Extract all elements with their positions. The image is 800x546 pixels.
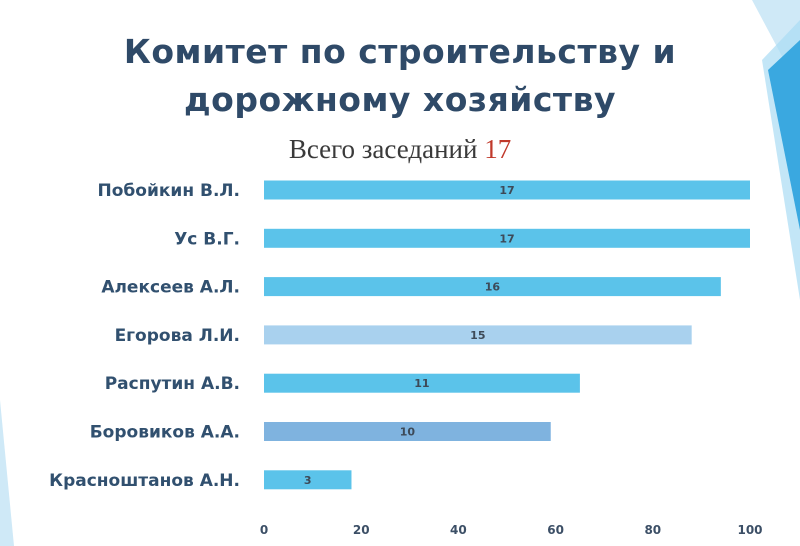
bar-data-label: 3 (304, 474, 312, 487)
slide-title: Комитет по строительству и дорожному хоз… (40, 28, 760, 124)
bar (264, 277, 721, 297)
bar (264, 325, 692, 345)
bar-data-label: 11 (414, 377, 429, 390)
x-tick-label: 40 (450, 523, 467, 537)
x-tick-label: 20 (353, 523, 370, 537)
bar-data-label: 17 (499, 184, 514, 197)
bar (264, 180, 750, 200)
meetings-total: Всего заседаний 17 (200, 132, 600, 166)
bar (264, 228, 750, 248)
meetings-total-number: 17 (484, 134, 512, 164)
category-label: Ус В.Г. (174, 229, 240, 249)
title-line-2: дорожному хозяйству (184, 80, 616, 119)
decor-triangle-left (0, 400, 14, 546)
title-line-1: Комитет по строительству и (123, 32, 677, 71)
bar-data-label: 17 (499, 232, 514, 245)
x-tick-label: 80 (644, 523, 661, 537)
bar-data-label: 16 (485, 281, 501, 294)
category-label: Егорова Л.И. (115, 326, 240, 346)
category-label: Красноштанов А.Н. (49, 471, 240, 491)
bar (264, 470, 352, 490)
decor-triangle-accent (768, 40, 800, 230)
category-label: Алексеев А.Л. (101, 278, 240, 298)
category-label: Боровиков А.А. (90, 423, 240, 443)
bar (264, 373, 580, 393)
x-tick-label: 60 (547, 523, 564, 537)
meetings-total-label: Всего заседаний (288, 134, 478, 164)
bar-data-label: 15 (470, 329, 485, 342)
x-tick-label: 0 (260, 523, 268, 537)
x-tick-label: 100 (737, 523, 762, 537)
bar (264, 422, 551, 441)
bar-data-label: 10 (400, 426, 416, 439)
category-label: Побойкин В.Л. (98, 181, 240, 201)
category-label: Распутин А.В. (105, 374, 240, 394)
